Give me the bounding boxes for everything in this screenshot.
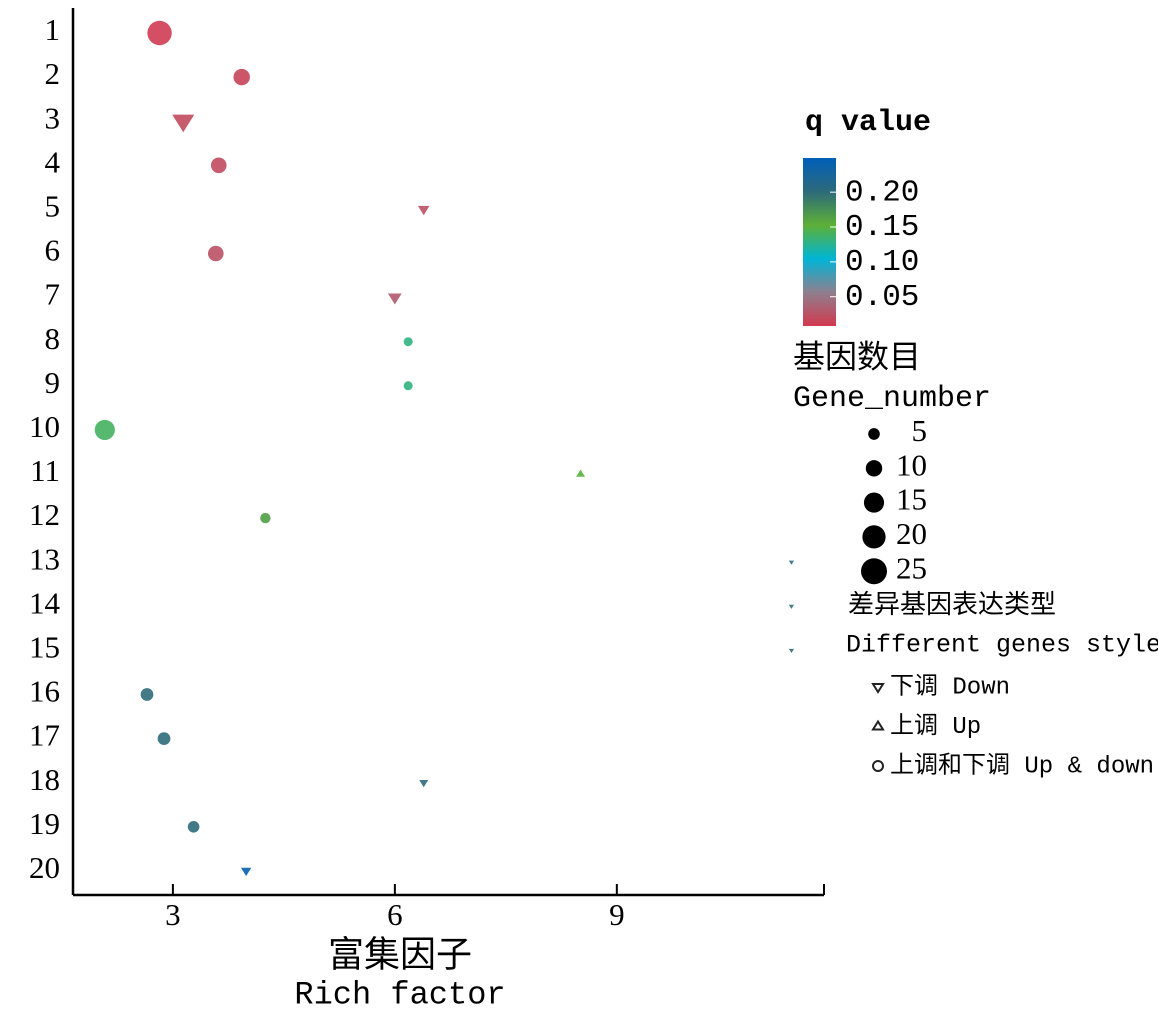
point [576, 469, 586, 477]
y-tick-label: 13 [29, 541, 60, 576]
point [140, 688, 154, 701]
point [417, 205, 430, 216]
colorbar-tick-label: 0.20 [845, 175, 919, 210]
size-legend-title: 基因数目 [793, 338, 921, 374]
size-legend-marker [862, 525, 886, 549]
point [187, 820, 200, 833]
y-tick-label: 15 [29, 630, 60, 665]
style-legend-marker [872, 760, 884, 772]
point [260, 512, 271, 524]
size-legend-label: 15 [896, 482, 927, 517]
y-tick-label: 3 [45, 100, 61, 135]
point [157, 732, 171, 745]
style-legend-label: 上调 Up [890, 712, 981, 741]
style-legend-label: 下调 Down [890, 672, 1010, 701]
point [788, 604, 795, 609]
x-axis-title-en: Rich factor [294, 976, 505, 1013]
colorbar-tick-label: 0.15 [845, 210, 919, 245]
y-tick-label: 1 [45, 12, 61, 47]
size-legend-label: 20 [896, 516, 927, 551]
size-legend-label: 25 [896, 550, 927, 585]
colorbar-title: q value [805, 106, 931, 140]
style-legend-marker [871, 683, 885, 694]
y-tick-label: 9 [45, 365, 61, 400]
x-tick-label: 6 [387, 897, 403, 932]
style-legend-title-en: Different genes style [846, 631, 1158, 660]
y-tick-label: 19 [29, 806, 60, 841]
size-legend-marker [861, 558, 887, 585]
point [172, 114, 195, 133]
point [208, 245, 224, 262]
point [419, 779, 429, 788]
size-legend-label: 5 [912, 413, 928, 448]
size-legend-title-en: Gene_number [793, 382, 991, 416]
x-tick-label: 9 [609, 897, 625, 932]
point [94, 419, 115, 440]
y-tick-label: 5 [45, 189, 61, 224]
colorbar-tick-label: 0.10 [845, 245, 919, 280]
y-tick-label: 6 [45, 233, 61, 268]
y-tick-label: 11 [30, 453, 60, 488]
point [147, 20, 172, 46]
point [387, 293, 402, 305]
style-legend-marker [871, 719, 885, 731]
point [403, 337, 413, 347]
y-tick-label: 2 [45, 56, 61, 91]
size-legend-marker [863, 492, 885, 513]
y-tick-label: 10 [29, 409, 60, 444]
y-tick-label: 18 [29, 762, 60, 797]
style-legend-label: 上调和下调 Up & down [890, 751, 1154, 780]
y-tick-label: 7 [45, 277, 61, 312]
point [788, 648, 795, 653]
y-tick-label: 16 [29, 674, 60, 709]
style-legend-title: 差异基因表达类型 [848, 590, 1056, 619]
colorbar-tick-label: 0.05 [845, 280, 919, 315]
point [788, 560, 795, 565]
size-legend-marker [865, 460, 883, 477]
size-legend-marker [868, 428, 880, 440]
y-tick-label: 14 [29, 585, 61, 620]
point [403, 381, 413, 391]
x-axis-title: 富集因子 [328, 934, 472, 974]
point [210, 157, 227, 174]
y-tick-label: 20 [29, 850, 60, 885]
x-tick-label: 3 [165, 897, 181, 932]
y-tick-label: 17 [29, 718, 60, 753]
colorbar [803, 158, 836, 326]
size-legend-label: 10 [896, 447, 927, 482]
y-tick-label: 4 [45, 144, 61, 179]
y-tick-label: 12 [29, 497, 60, 532]
y-tick-label: 8 [45, 321, 61, 356]
point [233, 68, 250, 86]
point [240, 867, 252, 877]
